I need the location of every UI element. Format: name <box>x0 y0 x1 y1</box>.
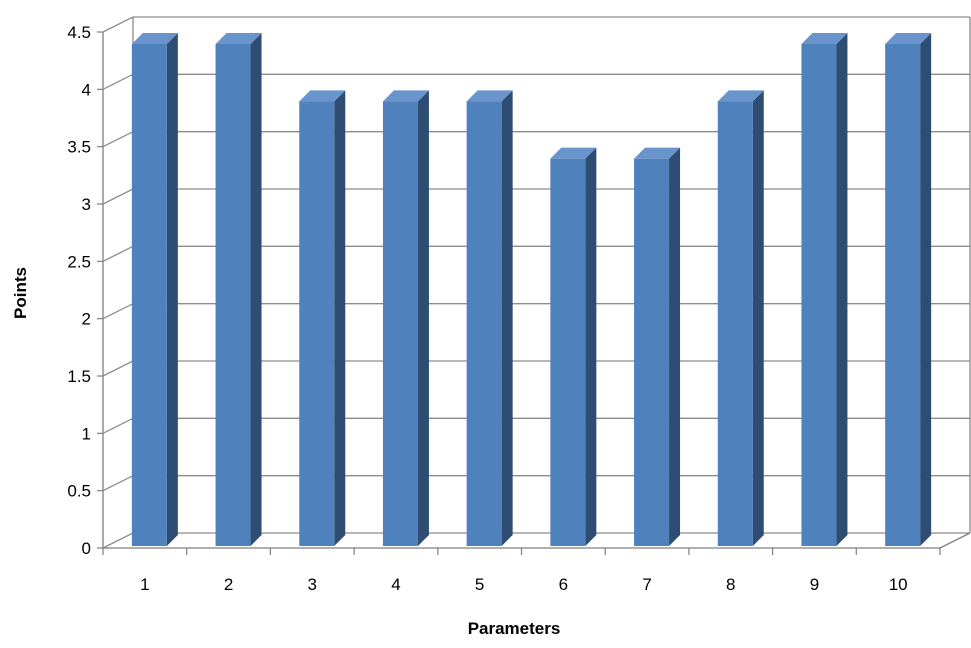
bar-front <box>634 158 670 546</box>
bar-top <box>717 90 764 102</box>
bar-front <box>131 44 167 546</box>
bars <box>131 33 932 546</box>
y-tick-label: 0 <box>82 539 91 558</box>
bar-3 <box>299 90 346 546</box>
y-tick-label: 0.5 <box>67 482 91 501</box>
x-tick-label: 5 <box>475 575 484 594</box>
bar-7 <box>634 147 681 546</box>
bar-top <box>550 147 597 159</box>
bar-side <box>752 90 764 546</box>
bar-side <box>501 90 513 546</box>
y-axis-title: Points <box>11 267 30 319</box>
y-tick-label: 4 <box>82 80 91 99</box>
bar-front <box>466 101 502 546</box>
bar-1 <box>131 33 178 546</box>
bar-10 <box>885 33 932 546</box>
x-tick-label: 4 <box>391 575 400 594</box>
bar-side <box>166 33 178 546</box>
bar-front <box>801 44 837 546</box>
x-tick-label: 1 <box>140 575 149 594</box>
bar-front <box>299 101 335 546</box>
bar-front <box>382 101 418 546</box>
y-tick-label: 1 <box>82 424 91 443</box>
bar-2 <box>215 33 262 546</box>
y-tick-labels: 0 0.5 1 1.5 2 2.5 3 3.5 4 4.5 <box>67 23 91 558</box>
x-tick-label: 7 <box>642 575 651 594</box>
bar-6 <box>550 147 597 546</box>
x-axis-title: Parameters <box>468 619 561 638</box>
gridline-side <box>102 73 134 90</box>
bar-top <box>801 33 848 44</box>
bar-side <box>250 33 262 546</box>
y-tick-label: 2.5 <box>67 252 91 271</box>
x-tick-label: 2 <box>224 575 233 594</box>
gridline-side <box>102 417 134 434</box>
bar-top <box>466 90 513 102</box>
bar-side <box>836 33 848 546</box>
bar-side <box>920 33 932 546</box>
x-tick-label: 8 <box>726 575 735 594</box>
gridline-side <box>102 16 134 33</box>
y-tick-label: 3.5 <box>67 138 91 157</box>
y-tick-label: 1.5 <box>67 367 91 386</box>
bar-side <box>417 90 429 546</box>
bar-front <box>550 158 586 546</box>
x-tick-label: 3 <box>308 575 317 594</box>
bar-8 <box>717 90 764 546</box>
bar-top <box>299 90 346 102</box>
x-tick-label: 6 <box>559 575 568 594</box>
bar-top <box>215 33 262 44</box>
gridline-side <box>102 131 134 148</box>
bar-side <box>669 147 681 546</box>
y-tick-label: 3 <box>82 195 91 214</box>
bar-5 <box>466 90 513 546</box>
x-tick-labels: 1 2 3 4 5 6 7 8 9 10 <box>140 575 907 594</box>
bar-front <box>215 44 251 546</box>
bar-4 <box>382 90 429 546</box>
bar-side <box>585 147 597 546</box>
bar-front <box>885 44 921 546</box>
bar-top <box>382 90 429 102</box>
floor-right-edge <box>939 532 971 549</box>
x-tick-label: 10 <box>889 575 908 594</box>
bar-front <box>717 101 753 546</box>
gridline-side <box>102 303 134 320</box>
bar-top <box>634 147 681 159</box>
gridline-side <box>102 475 134 492</box>
gridline-side <box>102 188 134 205</box>
axes <box>97 31 971 555</box>
y-tick-label: 2 <box>82 310 91 329</box>
gridline-side <box>102 245 134 262</box>
gridline-side <box>102 532 134 549</box>
bar-top <box>131 33 178 44</box>
x-tick-label: 9 <box>810 575 819 594</box>
bar-9 <box>801 33 848 546</box>
gridline-side <box>102 360 134 377</box>
bar-top <box>885 33 932 44</box>
y-tick-label: 4.5 <box>67 23 91 42</box>
bar-side <box>334 90 346 546</box>
